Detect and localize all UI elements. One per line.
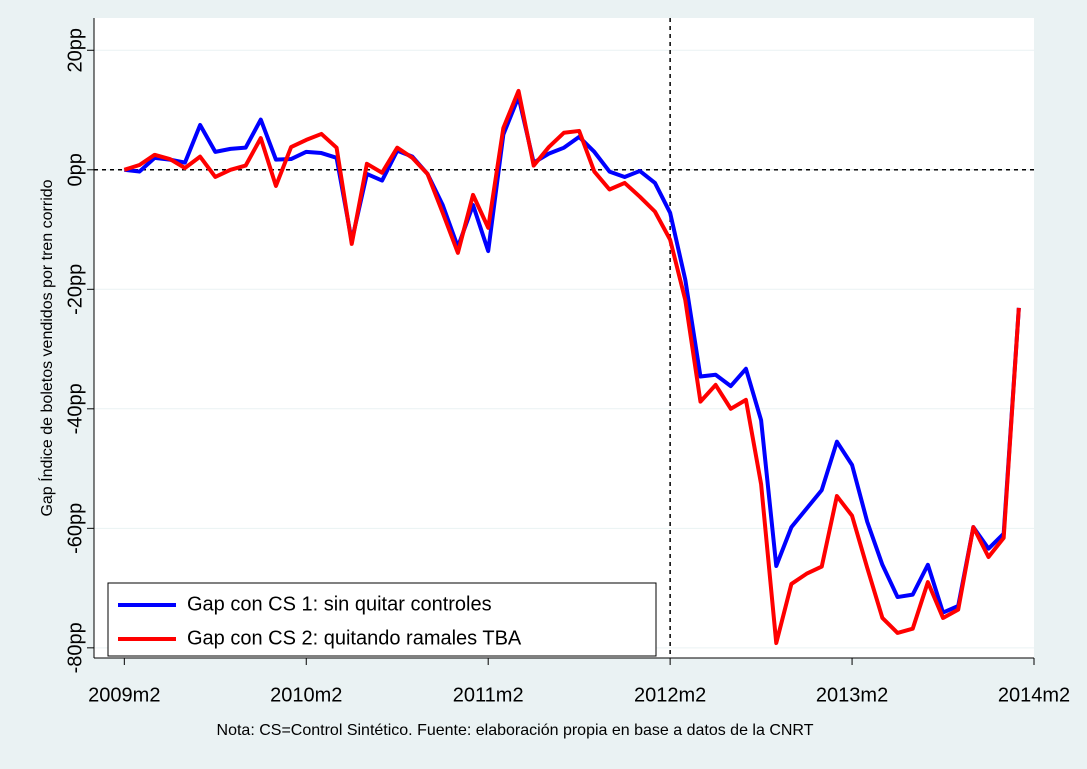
y-tick-label: -80pp bbox=[64, 622, 86, 673]
y-tick-label: -60pp bbox=[64, 503, 86, 554]
plot-area bbox=[94, 18, 1034, 658]
note: Nota: CS=Control Sintético. Fuente: elab… bbox=[217, 722, 814, 739]
x-tick-label: 2013m2 bbox=[816, 684, 888, 706]
x-tick-label: 2011m2 bbox=[453, 684, 524, 706]
legend-box bbox=[107, 582, 657, 657]
x-tick-label: 2009m2 bbox=[88, 684, 160, 706]
y-tick-label: 20pp bbox=[64, 28, 86, 73]
y-tick-label: -20pp bbox=[64, 264, 86, 315]
x-tick-label: 2014m2 bbox=[998, 684, 1070, 706]
data-line bbox=[123, 88, 1021, 646]
y-tick-label: -40pp bbox=[64, 383, 86, 434]
x-tick-label: 2010m2 bbox=[270, 684, 342, 706]
x-tick-label: 2012m2 bbox=[634, 684, 706, 706]
y-axis-title: Gap Índice de boletos vendidos por tren … bbox=[37, 179, 56, 516]
legend-label: Gap con CS 2: quitando ramales TBA bbox=[187, 627, 522, 649]
data-line bbox=[124, 94, 1021, 615]
legend-label: Gap con CS 1: sin quitar controles bbox=[187, 593, 492, 615]
y-tick-label: 0pp bbox=[64, 153, 86, 186]
